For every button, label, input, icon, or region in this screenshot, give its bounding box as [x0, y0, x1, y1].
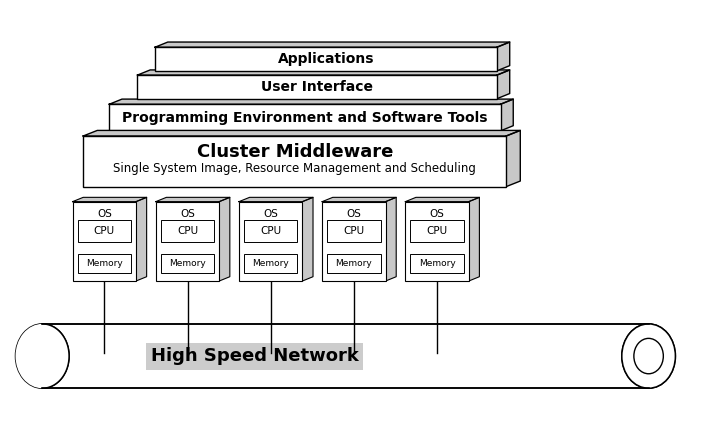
Ellipse shape [16, 324, 69, 388]
Polygon shape [83, 130, 520, 136]
Bar [109, 104, 501, 131]
Text: Memory: Memory [252, 259, 289, 268]
Text: Applications: Applications [278, 52, 374, 66]
Polygon shape [155, 42, 510, 47]
Text: Memory: Memory [336, 259, 372, 268]
Polygon shape [136, 197, 147, 281]
Ellipse shape [622, 324, 675, 388]
Bar [161, 220, 214, 242]
Bar [73, 202, 136, 281]
Polygon shape [302, 197, 313, 281]
Text: Single System Image, Resource Management and Scheduling: Single System Image, Resource Management… [114, 163, 476, 175]
Bar [42, 324, 649, 388]
Bar [327, 220, 381, 242]
Text: CPU: CPU [260, 226, 281, 236]
Bar [244, 220, 298, 242]
Bar [327, 254, 381, 273]
Text: Memory: Memory [86, 259, 123, 268]
Polygon shape [322, 197, 396, 202]
Polygon shape [497, 42, 510, 71]
Polygon shape [501, 99, 513, 131]
Polygon shape [219, 197, 230, 281]
Bar [137, 75, 497, 99]
Text: OS: OS [263, 209, 278, 219]
Ellipse shape [622, 324, 675, 388]
Polygon shape [469, 197, 479, 281]
Text: CPU: CPU [427, 226, 448, 236]
Bar [156, 202, 219, 281]
Text: CPU: CPU [343, 226, 364, 236]
Text: OS: OS [429, 209, 445, 219]
Bar [78, 254, 131, 273]
Bar [405, 202, 469, 281]
Bar [161, 254, 214, 273]
Text: Programming Environment and Software Tools: Programming Environment and Software Too… [122, 111, 488, 124]
Polygon shape [405, 197, 479, 202]
Polygon shape [156, 197, 230, 202]
Bar [78, 220, 131, 242]
Polygon shape [386, 197, 396, 281]
Polygon shape [497, 70, 510, 99]
Text: User Interface: User Interface [262, 80, 373, 94]
Text: High Speed Network: High Speed Network [151, 347, 359, 365]
Text: OS: OS [346, 209, 362, 219]
Bar [155, 47, 497, 71]
Ellipse shape [16, 324, 69, 388]
Bar [83, 136, 506, 187]
Bar [239, 202, 302, 281]
Bar [244, 254, 298, 273]
Text: OS: OS [180, 209, 195, 219]
Ellipse shape [634, 338, 663, 374]
Polygon shape [506, 130, 520, 187]
Polygon shape [73, 197, 147, 202]
Bar [410, 254, 464, 273]
Text: Cluster Middleware: Cluster Middleware [197, 143, 393, 161]
Text: CPU: CPU [94, 226, 115, 236]
Polygon shape [239, 197, 313, 202]
Polygon shape [109, 99, 513, 104]
Text: Memory: Memory [419, 259, 455, 268]
Bar [322, 202, 386, 281]
Text: CPU: CPU [177, 226, 198, 236]
Polygon shape [137, 70, 510, 75]
Text: OS: OS [97, 209, 112, 219]
Bar [410, 220, 464, 242]
Text: Memory: Memory [169, 259, 206, 268]
